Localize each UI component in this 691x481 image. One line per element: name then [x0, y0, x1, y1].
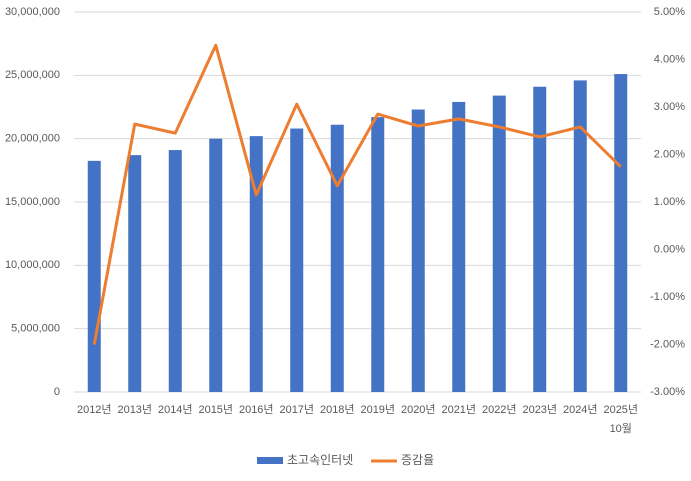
bar [533, 86, 547, 392]
y2-tick-label: 0.00% [654, 243, 685, 255]
bar [128, 155, 142, 392]
y2-tick-label: 5.00% [654, 6, 685, 18]
x-tick-label: 2014년 [158, 403, 193, 416]
x-tick-label: 2022년 [482, 403, 517, 416]
bar [614, 74, 628, 393]
y-tick-label: 15,000,000 [5, 196, 60, 208]
y2-tick-label: -3.00% [650, 386, 685, 398]
legend-label: 증감율 [401, 453, 434, 467]
y2-tick-label: 1.00% [654, 196, 685, 208]
bar [330, 124, 344, 392]
y2-tick-label: -2.00% [650, 338, 685, 350]
y-tick-label: 0 [54, 386, 60, 398]
y2-tick-label: 2.00% [654, 148, 685, 160]
bar [209, 138, 223, 392]
x-tick-label: 2017년 [279, 403, 314, 416]
x-tick-label: 2016년 [239, 403, 274, 416]
y-tick-label: 30,000,000 [5, 6, 60, 18]
x-tick-label: 2012년 [77, 403, 112, 416]
bar [249, 136, 263, 392]
bar [573, 80, 587, 393]
bar [411, 109, 425, 393]
bar [371, 117, 385, 392]
y-tick-label: 5,000,000 [11, 323, 60, 335]
legend-swatch [257, 457, 283, 464]
x-tick-label: 2018년 [320, 403, 355, 416]
bar [168, 150, 182, 392]
y2-tick-label: 4.00% [654, 53, 685, 65]
x-tick-label: 2019년 [360, 403, 395, 416]
y2-tick-label: -1.00% [650, 291, 685, 303]
bar [87, 160, 101, 392]
bar [452, 101, 466, 392]
line [92, 43, 622, 345]
x-tick-label: 2015년 [198, 403, 233, 416]
y-tick-label: 20,000,000 [5, 133, 60, 145]
y2-tick-label: 3.00% [654, 101, 685, 113]
y-tick-label: 10,000,000 [5, 259, 60, 271]
x-tick-label: 2025년 10월 [603, 403, 638, 435]
x-tick-label: 2013년 [117, 403, 152, 416]
x-tick-label: 2021년 [441, 403, 476, 416]
x-tick-label: 2024년 [563, 403, 598, 416]
bar [290, 128, 304, 393]
x-tick-label: 2020년 [401, 403, 436, 416]
legend: 초고속인터넷 증감율 [257, 453, 434, 467]
legend-label: 초고속인터넷 [287, 453, 353, 467]
bar [492, 95, 506, 392]
y-tick-label: 25,000,000 [5, 69, 60, 81]
x-tick-label: 2023년 [522, 403, 557, 416]
